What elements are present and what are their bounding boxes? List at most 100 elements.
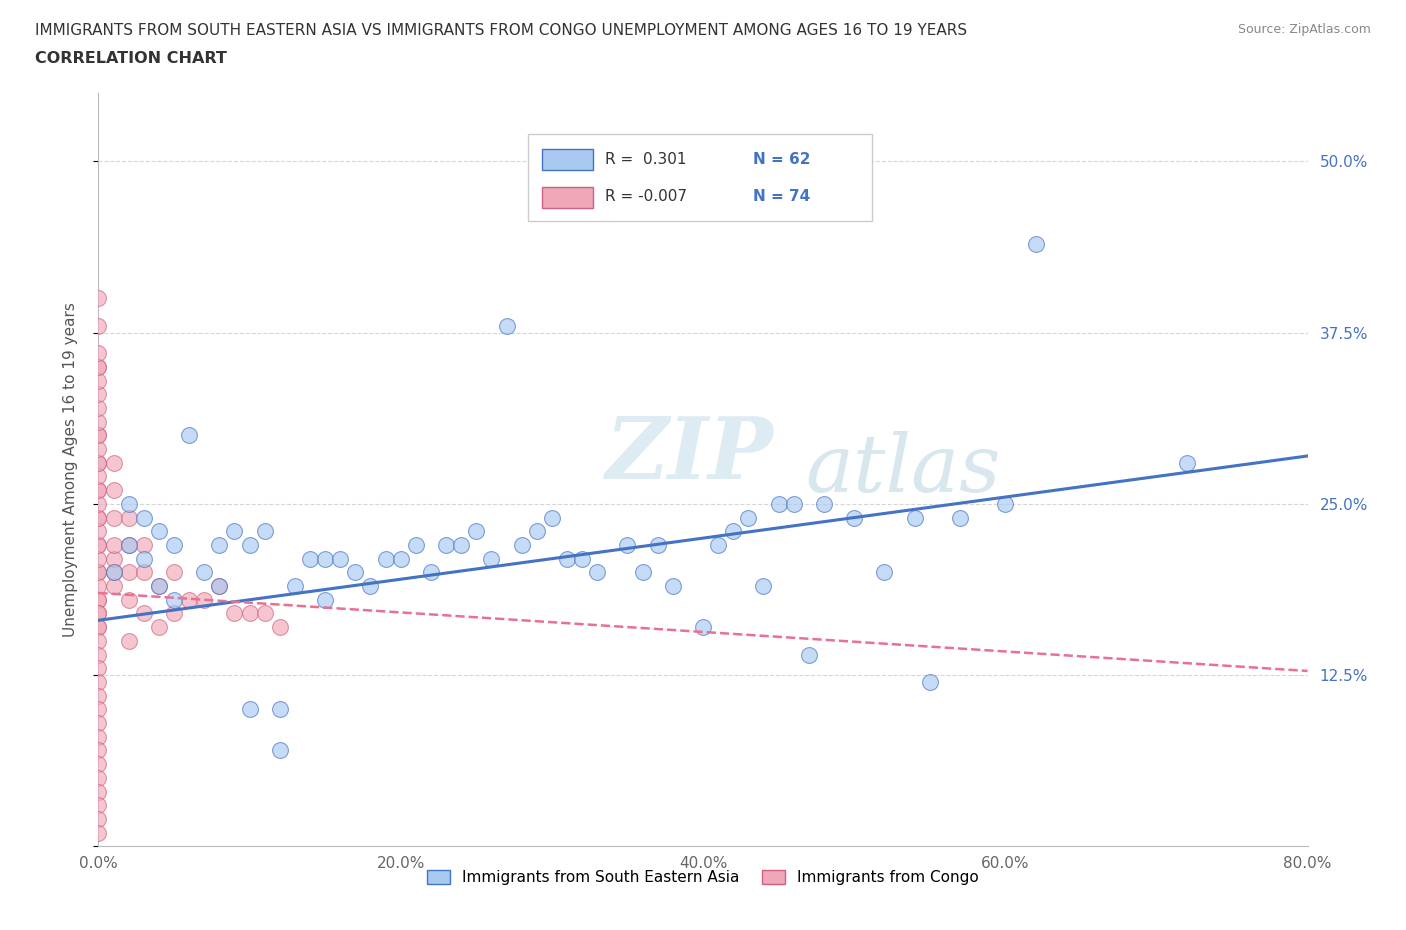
Point bbox=[450, 538, 472, 552]
Text: R =  0.301: R = 0.301 bbox=[605, 152, 686, 166]
Point bbox=[389, 551, 412, 566]
Point bbox=[208, 538, 231, 552]
Text: IMMIGRANTS FROM SOUTH EASTERN ASIA VS IMMIGRANTS FROM CONGO UNEMPLOYMENT AMONG A: IMMIGRANTS FROM SOUTH EASTERN ASIA VS IM… bbox=[35, 23, 967, 38]
Point bbox=[103, 511, 125, 525]
Point bbox=[844, 511, 866, 525]
Point bbox=[103, 565, 125, 579]
Point bbox=[87, 715, 110, 730]
Point bbox=[148, 524, 170, 538]
Point bbox=[87, 606, 110, 621]
Point bbox=[118, 565, 141, 579]
FancyBboxPatch shape bbox=[543, 187, 593, 208]
Point bbox=[284, 578, 307, 593]
Point bbox=[193, 565, 215, 579]
Point bbox=[132, 538, 155, 552]
Point bbox=[87, 456, 110, 471]
Point bbox=[994, 497, 1017, 512]
Point bbox=[87, 770, 110, 785]
FancyBboxPatch shape bbox=[527, 135, 872, 221]
Point bbox=[118, 511, 141, 525]
Point bbox=[269, 743, 291, 758]
Point bbox=[87, 592, 110, 607]
Point bbox=[118, 497, 141, 512]
Point bbox=[193, 592, 215, 607]
Point bbox=[87, 318, 110, 333]
Point bbox=[239, 702, 262, 717]
Point bbox=[87, 565, 110, 579]
Point bbox=[118, 538, 141, 552]
Point bbox=[163, 606, 186, 621]
Point bbox=[87, 565, 110, 579]
Point bbox=[87, 483, 110, 498]
Point bbox=[239, 538, 262, 552]
Point bbox=[224, 524, 246, 538]
Text: R = -0.007: R = -0.007 bbox=[605, 190, 688, 205]
Point bbox=[434, 538, 457, 552]
Point bbox=[87, 743, 110, 758]
Point bbox=[1024, 236, 1046, 251]
Point bbox=[510, 538, 533, 552]
Point bbox=[118, 633, 141, 648]
Point bbox=[707, 538, 730, 552]
Point bbox=[87, 360, 110, 375]
Point bbox=[208, 578, 231, 593]
Point bbox=[253, 606, 276, 621]
Point bbox=[465, 524, 488, 538]
Point bbox=[752, 578, 775, 593]
Text: N = 74: N = 74 bbox=[752, 190, 810, 205]
Text: atlas: atlas bbox=[806, 431, 1001, 509]
Text: CORRELATION CHART: CORRELATION CHART bbox=[35, 51, 226, 66]
Point bbox=[87, 511, 110, 525]
Point bbox=[87, 551, 110, 566]
Point bbox=[179, 592, 201, 607]
Point bbox=[269, 619, 291, 634]
Legend: Immigrants from South Eastern Asia, Immigrants from Congo: Immigrants from South Eastern Asia, Immi… bbox=[420, 864, 986, 891]
Point bbox=[87, 291, 110, 306]
Point bbox=[661, 578, 683, 593]
Point bbox=[360, 578, 382, 593]
Point bbox=[87, 606, 110, 621]
Point bbox=[179, 428, 201, 443]
Point bbox=[132, 565, 155, 579]
Point bbox=[132, 551, 155, 566]
Point bbox=[87, 346, 110, 361]
Point bbox=[87, 538, 110, 552]
Point bbox=[314, 592, 336, 607]
Point bbox=[87, 524, 110, 538]
Point bbox=[873, 565, 896, 579]
Point bbox=[239, 606, 262, 621]
Text: Source: ZipAtlas.com: Source: ZipAtlas.com bbox=[1237, 23, 1371, 36]
Point bbox=[723, 524, 745, 538]
Point bbox=[148, 619, 170, 634]
Point bbox=[132, 606, 155, 621]
Point bbox=[481, 551, 503, 566]
Point bbox=[1175, 456, 1198, 471]
Point bbox=[87, 702, 110, 717]
Point bbox=[163, 592, 186, 607]
Point bbox=[224, 606, 246, 621]
Point bbox=[103, 578, 125, 593]
Point bbox=[87, 798, 110, 813]
Point bbox=[526, 524, 548, 538]
Point bbox=[405, 538, 427, 552]
Point bbox=[87, 619, 110, 634]
Point bbox=[571, 551, 593, 566]
Point bbox=[87, 469, 110, 484]
Point bbox=[87, 414, 110, 429]
Point bbox=[87, 511, 110, 525]
Point bbox=[148, 578, 170, 593]
Point bbox=[314, 551, 336, 566]
Point bbox=[103, 456, 125, 471]
FancyBboxPatch shape bbox=[543, 149, 593, 170]
Point bbox=[813, 497, 835, 512]
Point bbox=[87, 633, 110, 648]
Point bbox=[647, 538, 669, 552]
Point bbox=[87, 387, 110, 402]
Point bbox=[329, 551, 352, 566]
Point bbox=[87, 360, 110, 375]
Point bbox=[87, 825, 110, 840]
Point bbox=[163, 538, 186, 552]
Point bbox=[374, 551, 396, 566]
Point bbox=[87, 456, 110, 471]
Point bbox=[103, 565, 125, 579]
